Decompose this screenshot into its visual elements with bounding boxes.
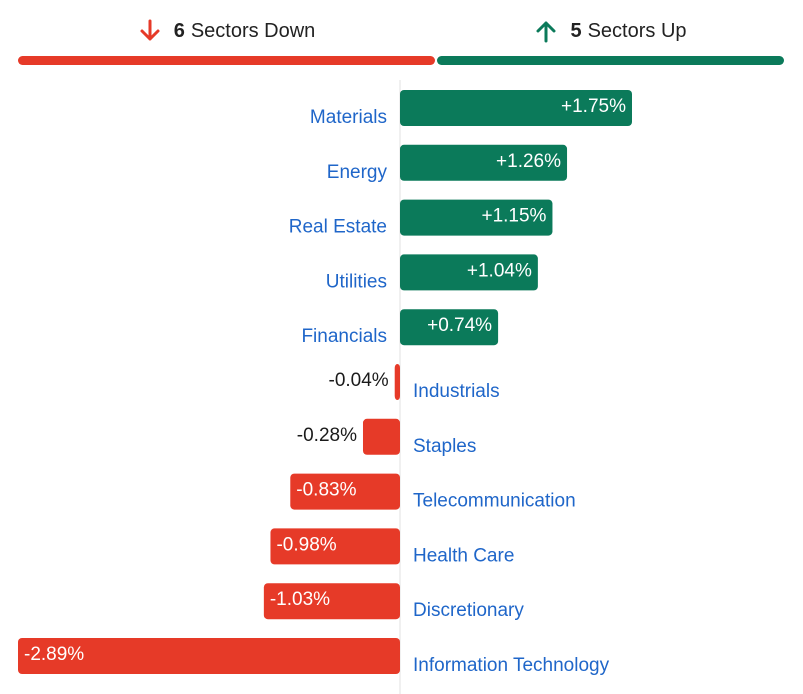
sectors-up-label: Sectors Up [587,19,687,42]
value-label-financials: +0.74% [427,315,492,336]
bar-information-technology [18,638,400,674]
sectors-down-count: 6 [173,19,185,42]
category-label-industrials[interactable]: Industrials [413,381,500,402]
bar-telecommunication [290,473,400,510]
value-label-utilities: +1.04% [467,260,532,281]
bar-health-care [270,528,400,565]
sectors-down-summary: 6 Sectors Down [18,16,435,46]
category-label-staples[interactable]: Staples [413,436,476,457]
sectors-down-bar [18,56,435,65]
category-label-financials[interactable]: Financials [301,326,387,347]
category-label-telecommunication[interactable]: Telecommunication [413,491,576,512]
value-label-telecommunication: -0.83% [296,480,356,501]
arrow-down-icon [140,19,160,41]
bar-utilities [400,254,538,291]
category-label-health-care[interactable]: Health Care [413,545,514,566]
value-label-staples: -0.28% [297,425,357,446]
value-label-discretionary: -1.03% [270,589,330,610]
sectors-down-label: Sectors Down [190,19,316,42]
value-label-industrials: -0.04% [329,370,389,391]
value-label-materials: +1.75% [561,96,626,117]
bar-materials [400,90,632,126]
value-label-information-technology: -2.89% [24,644,84,665]
sector-summary: 6 Sectors Down 5 Sectors Up [0,0,803,70]
bar-real-estate [400,199,553,236]
category-label-utilities[interactable]: Utilities [326,271,387,292]
category-label-information-technology[interactable]: Information Technology [413,655,610,676]
value-label-energy: +1.26% [496,151,561,172]
category-label-energy[interactable]: Energy [327,162,388,183]
category-label-discretionary[interactable]: Discretionary [413,600,524,621]
sectors-up-summary: 5 Sectors Up [437,16,784,46]
bar-discretionary [263,583,400,620]
bar-staples [362,418,400,455]
bar-financials [400,309,499,346]
sector-performance-chart: +1.75% Materials +1.26% Energy +1.15% Real Es… [18,80,632,694]
value-label-health-care: -0.98% [276,534,336,555]
category-label-real-estate[interactable]: Real Estate [289,217,387,238]
sectors-up-count: 5 [570,19,582,42]
bar-energy [400,144,568,181]
category-label-materials[interactable]: Materials [310,107,387,128]
sectors-up-bar [437,56,784,65]
bar-industrials [394,364,400,400]
arrow-up-icon [536,21,556,43]
value-label-real-estate: +1.15% [481,206,546,227]
